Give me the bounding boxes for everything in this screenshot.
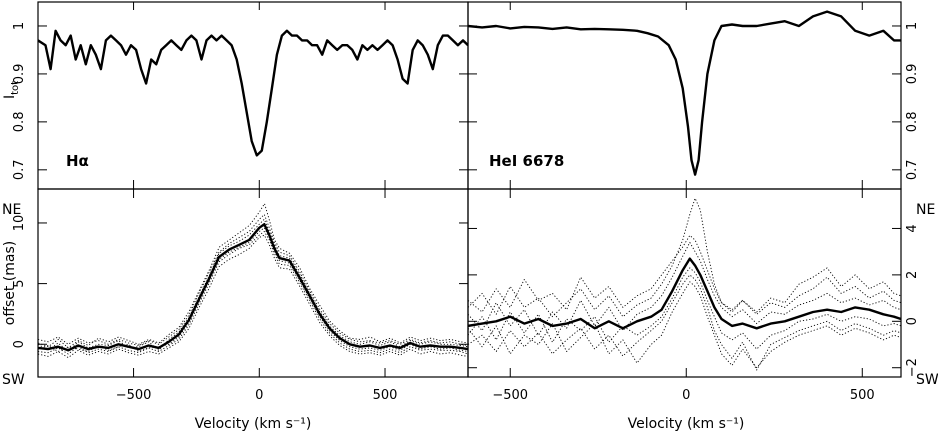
series-line-dotted-3 (38, 214, 468, 346)
series-line-dotted-1 (38, 203, 468, 349)
annotation-hei6678: HeI 6678 (489, 152, 564, 170)
series-line-dotted-5 (38, 218, 468, 352)
ytick-label: 1 (12, 22, 27, 30)
ytick-label: 0.7 (12, 159, 27, 180)
series-line-dotted-2 (38, 234, 468, 359)
label-ne-left: NE (2, 202, 21, 218)
panel-halpha-spectrum: 0.7 0.8 0.9 1 Itot Hα (2, 1, 469, 190)
ytick-label: −2 (905, 358, 920, 377)
series-line-dotted-2 (468, 274, 901, 371)
ytick-label: 5 (12, 279, 27, 287)
series-line-dotted-6 (38, 227, 468, 352)
ytick-label: 0 (12, 340, 27, 348)
series-line-mean (38, 29, 468, 157)
xtick-label: −500 (116, 388, 152, 403)
xtick-label: 500 (850, 388, 875, 403)
xtick-label: 0 (682, 388, 690, 403)
ytick-label: 0.9 (905, 64, 920, 85)
label-sw-left: SW (2, 372, 25, 388)
xtick-label: 0 (255, 388, 263, 403)
ytick-label: 2 (905, 271, 920, 279)
xtick-label: 500 (373, 388, 398, 403)
ylabel-offset: offset (mas) (2, 241, 18, 326)
annotation-halpha: Hα (66, 152, 89, 170)
series-line-dotted-6 (468, 281, 901, 369)
ytick-label: 1 (905, 22, 920, 30)
series-line-dotted-5 (468, 234, 901, 313)
panel-hei-offset: −2 0 2 4 −500 0 500 NE SW Velocity (km s⁻¹) (467, 2, 938, 432)
ylabel-itot: Itot (2, 81, 21, 99)
ytick-label: 4 (905, 224, 920, 232)
ytick-label: 0.9 (12, 64, 27, 85)
series-line-mean (468, 10, 901, 176)
series-line-dotted-1 (468, 197, 901, 318)
series-line-dotted-4 (38, 231, 468, 355)
panel-halpha-offset: 0 5 10 −500 0 500 offset (mas) NE SW Velocit… (2, 2, 469, 432)
panel-hei-spectrum: 0.7 0.8 0.9 1 HeI 6678 (467, 1, 920, 190)
series-line-dotted-3 (468, 241, 901, 336)
label-sw-right: SW (916, 372, 938, 388)
xtick-label: −500 (492, 388, 528, 403)
panel-frame (37, 188, 469, 378)
series-line-mean (38, 222, 468, 352)
ytick-label: 0.7 (905, 159, 920, 180)
panel-frame (467, 188, 902, 378)
ytick-label: 10 (12, 215, 27, 232)
xlabel-right: Velocity (km s⁻¹) (628, 416, 745, 432)
label-ne-right: NE (916, 202, 935, 218)
ytick-label: 0.8 (905, 112, 920, 133)
ytick-label: 0.8 (12, 112, 27, 133)
panel-frame (37, 1, 469, 190)
series-line-mean (468, 257, 901, 330)
ytick-label: 0 (905, 317, 920, 325)
xlabel-left: Velocity (km s⁻¹) (195, 416, 312, 432)
